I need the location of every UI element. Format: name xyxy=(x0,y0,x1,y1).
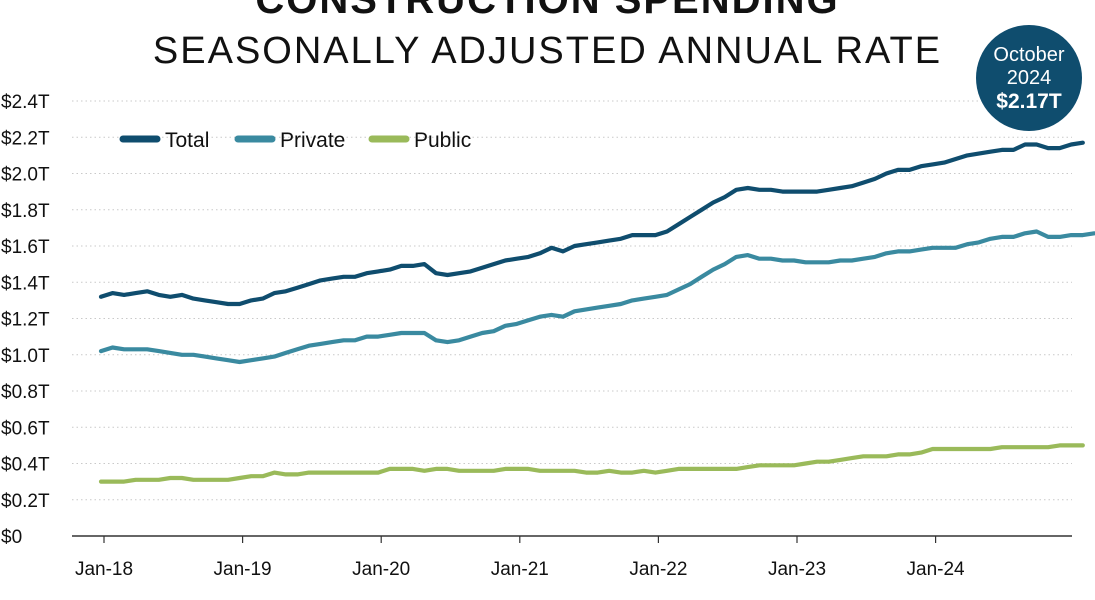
legend: Total Private Public xyxy=(119,129,471,152)
y-tick-label: $1.2T xyxy=(1,310,50,331)
series-line-total xyxy=(98,140,1085,307)
series-line-private xyxy=(98,229,1095,365)
y-tick-label: $2.4T xyxy=(1,92,50,113)
y-tick-label: $2.0T xyxy=(1,165,50,186)
y-tick-label: $1.4T xyxy=(1,273,50,294)
legend-label-public: Public xyxy=(414,129,471,152)
y-tick-label: $0.4T xyxy=(1,455,50,476)
x-tick-label: Jan-24 xyxy=(907,559,966,580)
series-line-public xyxy=(98,443,1085,484)
x-tick-label: Jan-22 xyxy=(629,559,687,580)
y-tick-label: $0.8T xyxy=(1,382,50,403)
x-tick-label: Jan-23 xyxy=(768,559,826,580)
badge-month: October xyxy=(993,43,1065,66)
y-tick-label: $0.6T xyxy=(1,418,50,439)
y-tick-label: $0.2T xyxy=(1,491,50,512)
x-tick-label: Jan-19 xyxy=(214,559,272,580)
chart-title: CONSTRUCTION SPENDING xyxy=(255,0,840,22)
axes xyxy=(72,535,1072,543)
y-tick-label: $1.0T xyxy=(1,346,50,367)
x-tick-label: Jan-21 xyxy=(491,559,549,580)
y-axis-tick-labels: $0 $0.2T $0.4T $0.6T $0.8T $1.0T $1.2T $1.4T $1.… xyxy=(1,92,50,548)
x-tick-label: Jan-18 xyxy=(75,559,133,580)
y-tick-label: $2.2T xyxy=(1,128,50,149)
series-lines xyxy=(98,140,1095,484)
badge-value: $2.17T xyxy=(996,89,1062,113)
legend-label-total: Total xyxy=(165,129,209,152)
y-tick-label: $0 xyxy=(1,527,22,548)
y-tick-label: $1.8T xyxy=(1,201,50,222)
gridlines xyxy=(72,100,1072,501)
badge-year: 2024 xyxy=(1006,66,1052,89)
y-tick-label: $1.6T xyxy=(1,237,50,258)
chart-subtitle: SEASONALLY ADJUSTED ANNUAL RATE xyxy=(152,30,943,72)
legend-label-private: Private xyxy=(280,129,345,152)
latest-value-badge: October 2024 $2.17T xyxy=(976,25,1082,131)
x-axis-tick-labels: Jan-18 Jan-19 Jan-20 Jan-21 Jan-22 Jan-23 Jan-… xyxy=(75,559,965,580)
x-tick-label: Jan-20 xyxy=(352,559,410,580)
